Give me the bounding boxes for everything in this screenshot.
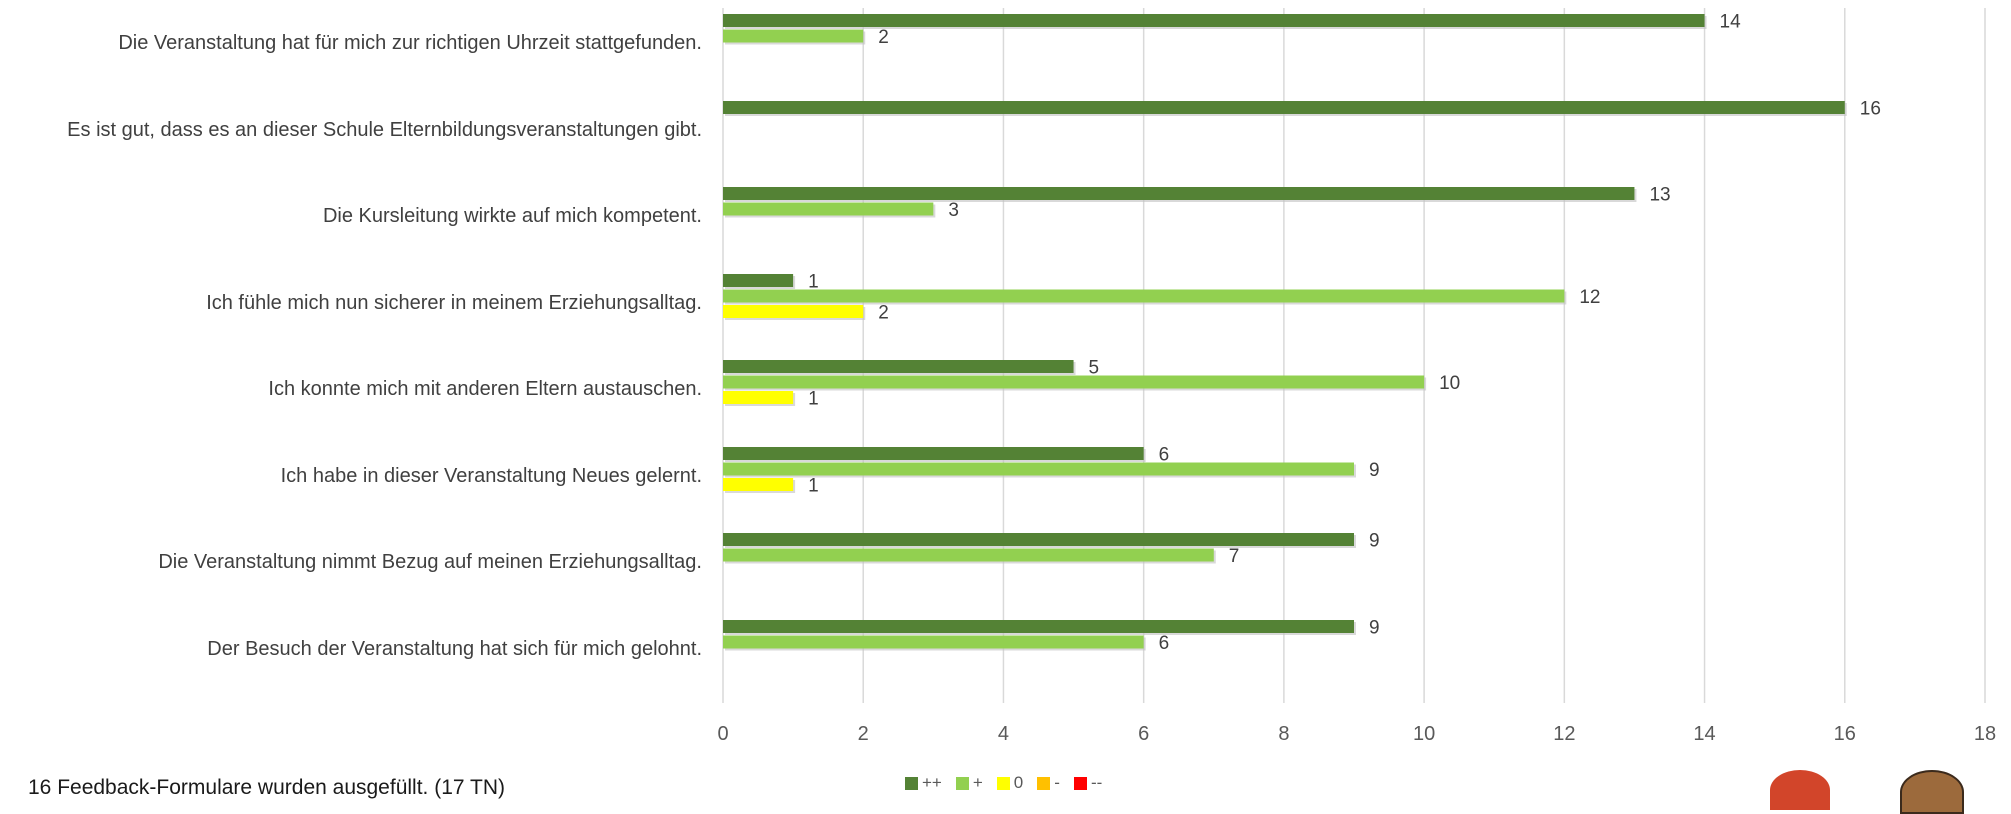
x-tick-label: 10 [1413, 723, 1435, 745]
mascot-image [1900, 770, 1964, 814]
x-tick-label: 2 [858, 723, 869, 745]
bar-plus [723, 289, 1565, 303]
x-tick-label: 4 [998, 723, 1009, 745]
bar-0 [723, 478, 794, 491]
bar-plus [723, 29, 864, 43]
legend-item: 0 [996, 773, 1024, 793]
data-label: 2 [878, 27, 889, 48]
bar-0 [723, 305, 864, 318]
bar-plus [723, 202, 934, 216]
x-tick-label: 8 [1278, 723, 1289, 745]
data-label: 9 [1369, 531, 1380, 552]
x-tick-label: 0 [717, 723, 728, 745]
bar-plusplus [723, 360, 1074, 373]
x-tick-label: 6 [1138, 723, 1149, 745]
mascot-image [1770, 770, 1830, 810]
legend-swatch [1073, 776, 1087, 790]
category-label: Ich konnte mich mit anderen Eltern austa… [268, 378, 702, 400]
legend-label: ++ [922, 773, 942, 792]
legend-swatch [1037, 776, 1051, 790]
legend: ++ +0- -- [905, 773, 1102, 793]
category-label: Ich habe in dieser Veranstaltung Neues g… [281, 465, 702, 487]
data-label: 6 [1159, 445, 1170, 466]
category-label: Die Veranstaltung hat für mich zur richt… [118, 32, 702, 54]
bar-plus [723, 375, 1425, 389]
legend-label: + [972, 773, 983, 792]
legend-label: -- [1090, 773, 1103, 792]
data-label: 6 [1159, 633, 1170, 654]
legend-item: + [955, 773, 983, 793]
legend-item: ++ [905, 773, 942, 793]
data-label: 12 [1579, 287, 1600, 308]
data-label: 2 [878, 303, 889, 324]
data-label: 5 [1089, 358, 1100, 379]
bar-plus [723, 635, 1144, 649]
bar-plusplus [723, 620, 1354, 633]
bar-plus [723, 548, 1214, 562]
data-label: 9 [1369, 618, 1380, 639]
legend-swatch [996, 776, 1010, 790]
category-label: Die Kursleitung wirkte auf mich kompeten… [323, 205, 702, 227]
legend-swatch [955, 776, 969, 790]
footnote: 16 Feedback-Formulare wurden ausgefüllt.… [28, 776, 506, 799]
bar-plus [723, 462, 1354, 476]
x-tick-label: 14 [1693, 723, 1715, 745]
bar-plusplus [723, 14, 1705, 27]
category-label: Es ist gut, dass es an dieser Schule Elt… [67, 119, 702, 141]
legend-label: 0 [1013, 773, 1024, 792]
legend-item: -- [1073, 773, 1103, 793]
data-label: 7 [1229, 546, 1240, 567]
data-label: 1 [808, 272, 819, 293]
bar-plusplus [723, 533, 1354, 546]
x-tick-label: 16 [1834, 723, 1856, 745]
data-label: 13 [1649, 185, 1670, 206]
x-tick-label: 12 [1553, 723, 1575, 745]
category-label: Die Veranstaltung nimmt Bezug auf meinen… [158, 551, 702, 573]
data-label: 3 [948, 200, 959, 221]
data-label: 14 [1720, 12, 1742, 33]
data-label: 16 [1860, 99, 1881, 120]
data-label: 10 [1439, 373, 1460, 394]
bar-0 [723, 391, 794, 404]
data-label: 9 [1369, 460, 1380, 481]
data-label: 1 [808, 389, 819, 410]
legend-label: - [1054, 773, 1060, 792]
bar-plusplus [723, 101, 1845, 114]
x-tick-label: 18 [1974, 723, 1996, 745]
category-label: Ich fühle mich nun sicherer in meinem Er… [206, 292, 702, 314]
legend-item: - [1037, 773, 1060, 793]
bar-plusplus [723, 274, 794, 287]
legend-swatch [905, 776, 918, 790]
data-label: 1 [808, 476, 819, 497]
bar-plusplus [723, 447, 1144, 460]
bar-plusplus [723, 187, 1635, 200]
category-label: Der Besuch der Veranstaltung hat sich fü… [207, 638, 702, 660]
